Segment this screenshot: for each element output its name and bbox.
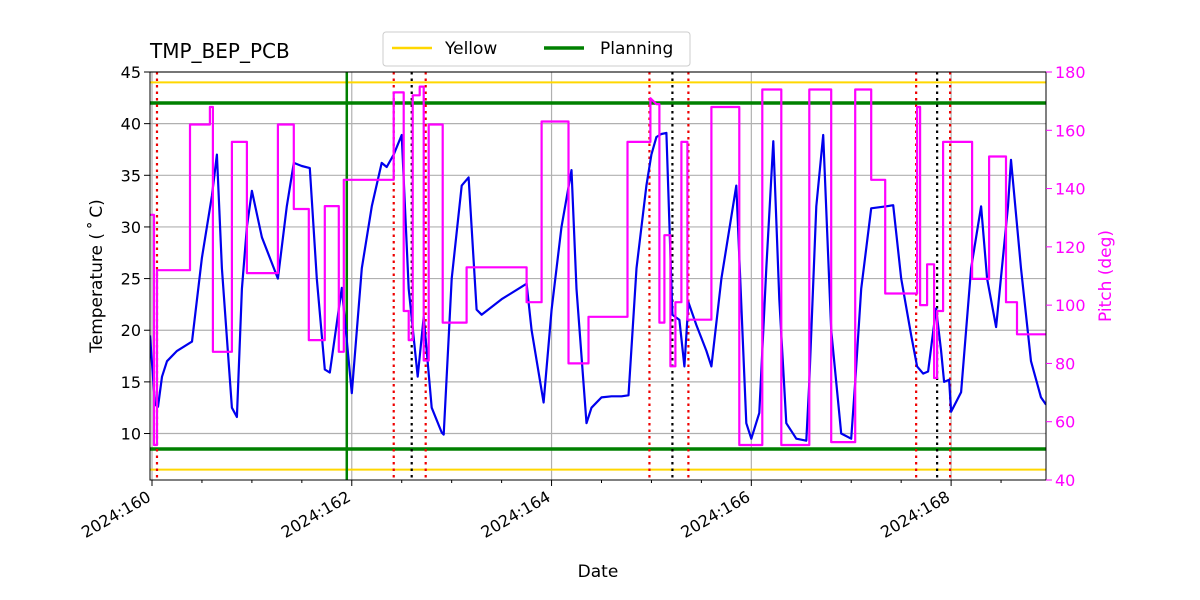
y-left-tick-label: 25 [121, 270, 141, 289]
y-right-tick-label: 100 [1055, 296, 1086, 315]
y-left-tick-label: 30 [121, 218, 141, 237]
y-right-tick-label: 180 [1055, 63, 1086, 82]
legend-label-yellow: Yellow [444, 39, 497, 59]
x-tick-label: 2024:164 [478, 487, 554, 542]
chart-title: TMP_BEP_PCB [149, 39, 290, 63]
y-left-tick-label: 15 [121, 373, 141, 392]
y-right-tick-label: 80 [1055, 354, 1075, 373]
y-axis-left: 10 15 20 25 30 35 40 45 [121, 63, 150, 444]
y-right-tick-label: 160 [1055, 121, 1086, 140]
y-right-tick-label: 120 [1055, 238, 1086, 257]
y-left-tick-label: 35 [121, 166, 141, 185]
legend-label-planning: Planning [600, 39, 673, 59]
x-axis-label: Date [578, 562, 619, 582]
x-axis: 2024:160 2024:162 2024:164 2024:166 2024:168 [78, 480, 1002, 542]
y-left-tick-label: 20 [121, 321, 141, 340]
y-axis-right-label: Pitch (deg) [1096, 230, 1116, 322]
y-right-tick-label: 40 [1055, 471, 1075, 490]
series-lines [150, 85, 1046, 447]
y-left-tick-label: 40 [121, 115, 141, 134]
x-tick-label: 2024:162 [278, 487, 354, 542]
x-tick-label: 2024:168 [877, 487, 953, 542]
temperature-series-line [150, 131, 1046, 442]
x-tick-label: 2024:160 [78, 487, 154, 542]
x-tick-label: 2024:166 [677, 487, 753, 542]
y-axis-right: 40 60 80 100 120 140 160 180 [1046, 63, 1086, 490]
y-axis-left-label: Temperature ( ˚ C) [86, 199, 107, 354]
grid [150, 71, 1046, 480]
plot-area [149, 71, 1047, 481]
y-right-tick-label: 140 [1055, 180, 1086, 199]
y-left-tick-label: 45 [121, 63, 141, 82]
legend-frame [382, 31, 691, 67]
y-left-tick-label: 10 [121, 425, 141, 444]
legend: Yellow Planning [382, 31, 691, 67]
pitch-series-line [150, 85, 1046, 447]
y-right-tick-label: 60 [1055, 413, 1075, 432]
plot-frame [149, 71, 1047, 481]
limit-lines [150, 81, 1046, 471]
